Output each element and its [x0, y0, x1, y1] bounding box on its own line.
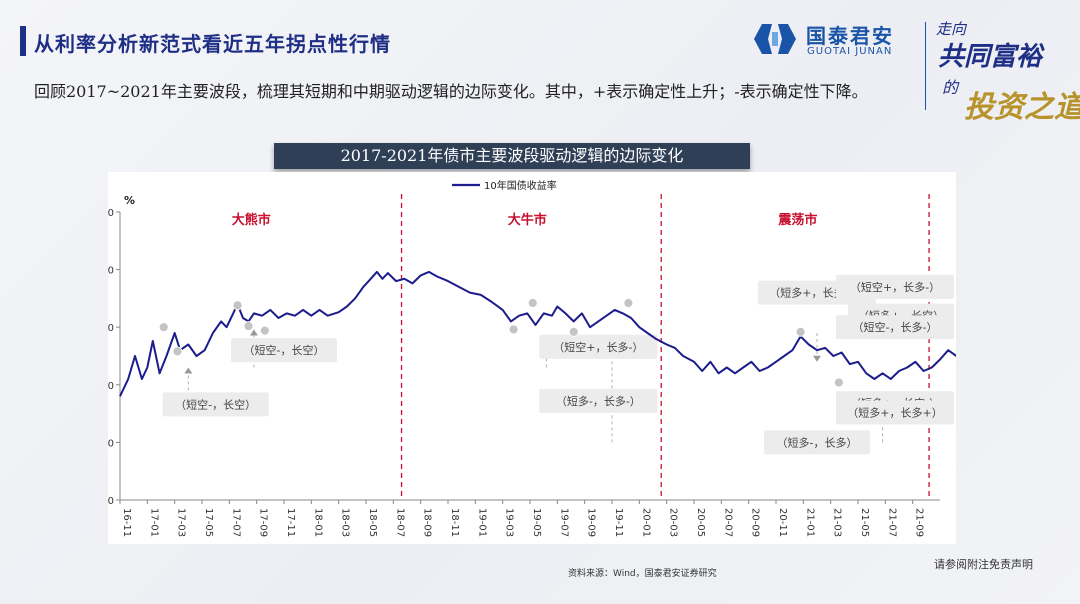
- x-tick-label: 20-01: [640, 508, 651, 537]
- annotation-box: [162, 392, 269, 417]
- turning-point-marker: [243, 321, 254, 331]
- chart-panel: 2.00 2.50 3.00 3.50 4.00 4.50% 16-11 17-01 17-03…: [108, 172, 956, 544]
- arrow-head: [184, 367, 193, 374]
- chart-title: 2017-2021年债市主要波段驱动逻辑的边际变化: [274, 143, 750, 169]
- y-tick-label: 2.00: [108, 496, 114, 507]
- arrow-head: [813, 355, 821, 362]
- x-tick-label: 21-01: [804, 508, 815, 537]
- yield-line-chart: 2.00 2.50 3.00 3.50 4.00 4.50% 16-11 17-01 17-03…: [108, 179, 956, 537]
- x-tick-label: 16-11: [121, 508, 132, 537]
- x-tick-label: 18-07: [394, 508, 405, 537]
- slogan: 走向 共同富裕 的 投资之道: [936, 18, 1080, 125]
- annotation-box: [836, 315, 954, 340]
- annotation-box: [539, 334, 658, 359]
- title-accent-bar: [20, 26, 26, 56]
- slogan-line-1: 走向: [936, 20, 967, 38]
- x-tick-label: 18-05: [367, 508, 378, 537]
- disclaimer: 请参阅附注免责声明: [934, 558, 1033, 571]
- turning-point-marker: [508, 324, 519, 335]
- annotation-label: （短多+，长多+）: [847, 405, 942, 419]
- annotation-box: [231, 338, 337, 363]
- x-tick-label: 21-03: [832, 508, 843, 537]
- x-tick-label: 21-07: [886, 508, 897, 537]
- x-tick-label: 21-05: [859, 508, 870, 537]
- annotation-box: [764, 430, 870, 455]
- x-tick-label: 17-01: [148, 508, 159, 537]
- annotation-label: （短空+，长多-）: [553, 340, 643, 354]
- logo-mark-icon: [754, 24, 796, 54]
- header-divider: [925, 22, 926, 110]
- slogan-line-4: 投资之道: [964, 90, 1080, 125]
- annotation-label: （短空-，长空）: [175, 397, 256, 411]
- x-tick-label: 19-09: [586, 508, 597, 537]
- y-axis-unit: %: [124, 194, 135, 207]
- y-tick-label: 4.00: [108, 266, 114, 277]
- x-tick-label: 19-03: [504, 508, 515, 537]
- x-tick-label: 19-11: [613, 508, 624, 537]
- x-tick-label: 19-01: [476, 508, 487, 537]
- source-note: 资料来源：Wind，国泰君安证券研究: [568, 569, 717, 579]
- annotation-label: （短空-，长空）: [244, 343, 325, 357]
- page-title: 从利率分析新范式看近五年拐点性行情: [34, 32, 391, 56]
- turning-point-marker: [795, 326, 806, 337]
- x-tick-label: 18-09: [422, 508, 433, 537]
- annotation-box: [539, 388, 658, 413]
- slogan-line-3: 的: [942, 78, 959, 97]
- annotation-label: （短多-，长多）: [777, 435, 858, 449]
- x-tick-label: 17-05: [203, 508, 214, 537]
- arrow-head: [249, 329, 258, 336]
- annotation-label: （短空+，长多-）: [850, 280, 940, 294]
- logo-english: GUOTAI JUNAN: [807, 46, 893, 57]
- legend-label: 10年国债收益率: [484, 179, 557, 192]
- y-tick-label: 2.50: [108, 438, 114, 449]
- annotation-box: [836, 274, 954, 299]
- turning-point-marker: [232, 300, 243, 311]
- logo-chinese: 国泰君安: [806, 24, 894, 48]
- phase-label: 震荡市: [777, 212, 817, 228]
- y-tick-label: 4.50: [108, 208, 114, 219]
- x-tick-label: 18-11: [449, 508, 460, 537]
- x-tick-label: 21-09: [914, 508, 925, 537]
- turning-point-marker: [833, 377, 844, 388]
- x-tick-label: 19-07: [558, 508, 569, 537]
- intro-text: 回顾2017~2021年主要波段，梳理其短期和中期驱动逻辑的边际变化。其中，+表…: [34, 82, 868, 101]
- y-tick-label: 3.50: [108, 323, 114, 334]
- turning-point-marker: [568, 326, 579, 337]
- y-tick-label: 3.00: [108, 381, 114, 392]
- x-tick-label: 17-03: [176, 508, 187, 537]
- x-tick-label: 18-03: [340, 508, 351, 537]
- x-tick-label: 17-09: [258, 508, 269, 537]
- slogan-line-2: 共同富裕: [938, 42, 1043, 72]
- turning-point-marker: [623, 298, 634, 308]
- x-tick-label: 18-01: [312, 508, 323, 537]
- x-tick-label: 20-11: [777, 508, 788, 537]
- x-tick-label: 17-07: [230, 508, 241, 537]
- x-tick-label: 20-05: [695, 508, 706, 537]
- x-tick-label: 20-03: [668, 508, 679, 537]
- turning-point-marker: [172, 346, 183, 357]
- turning-point-marker: [259, 325, 270, 336]
- annotation-box: [836, 400, 954, 425]
- company-logo: 国泰君安 GUOTAI JUNAN: [752, 20, 912, 60]
- x-tick-label: 20-07: [722, 508, 733, 537]
- phase-label: 大牛市: [508, 212, 547, 228]
- annotation-label: （短多-，长多-）: [556, 394, 641, 408]
- turning-point-marker: [158, 322, 169, 333]
- x-tick-label: 17-11: [285, 508, 296, 537]
- annotation-label: （短空-，长多-）: [853, 320, 938, 334]
- x-tick-label: 20-09: [750, 508, 761, 537]
- turning-point-marker: [527, 298, 538, 308]
- phase-label: 大熊市: [232, 212, 271, 228]
- x-tick-label: 19-05: [531, 508, 542, 537]
